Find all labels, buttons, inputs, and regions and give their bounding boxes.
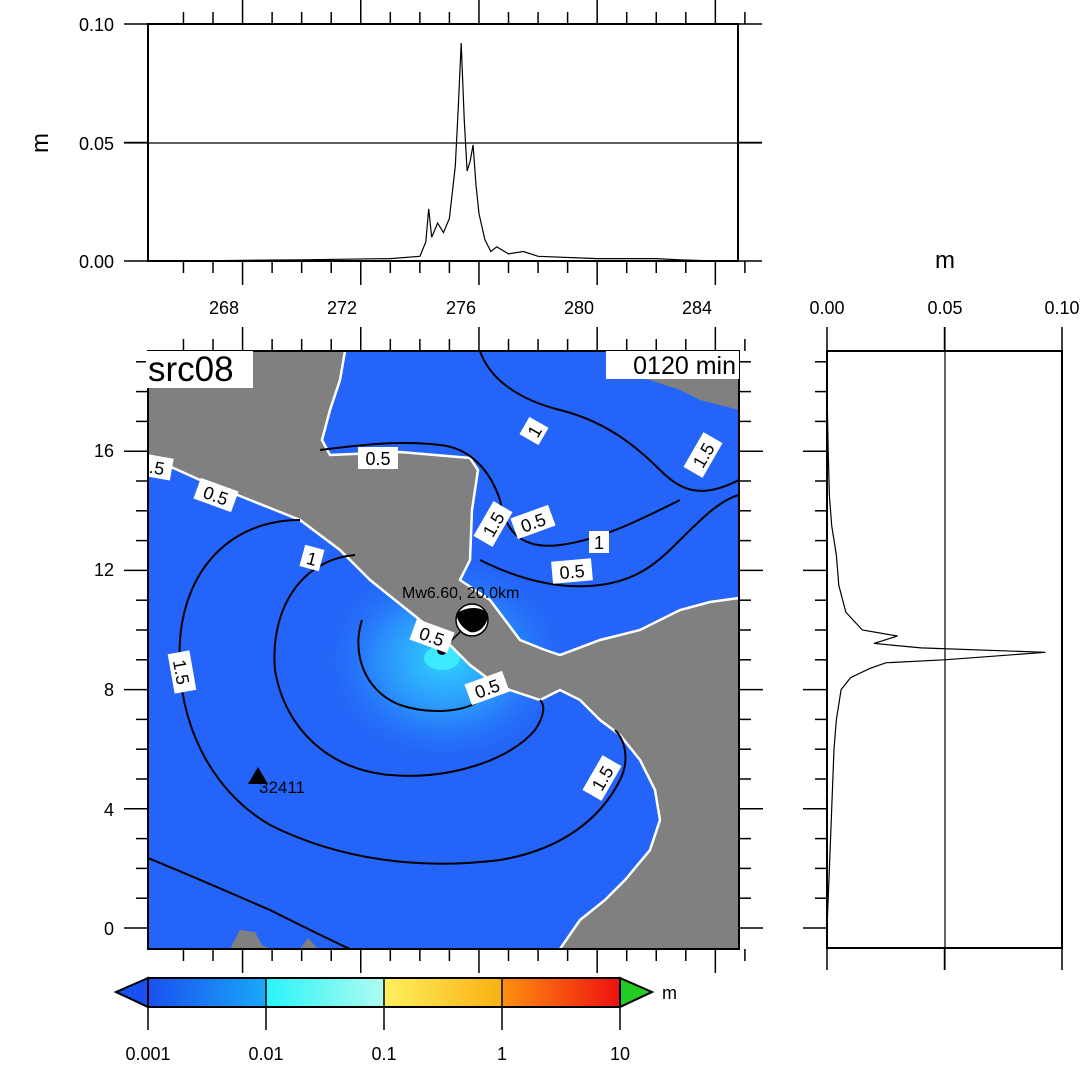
contour-label: 1.5 bbox=[582, 755, 622, 801]
top-y-tick-label-2: 0.10 bbox=[79, 15, 114, 35]
contour-label-text: 0.5 bbox=[559, 561, 586, 583]
contour-label-text: .5 bbox=[148, 457, 166, 479]
contour-label-box bbox=[473, 501, 513, 547]
colorbar-tick-label-2: 0.1 bbox=[371, 1044, 396, 1064]
contour-caribbean-1 bbox=[479, 351, 739, 492]
map-title-box bbox=[146, 351, 253, 388]
contour-label-box bbox=[193, 477, 239, 513]
lat-tick-label-3: 12 bbox=[94, 560, 114, 580]
right-x-tick-label-2: 0.10 bbox=[1044, 298, 1079, 318]
contour-label-box bbox=[519, 416, 549, 446]
right-x-unit-label: m bbox=[935, 247, 955, 274]
colorbar-unit-label: m bbox=[662, 983, 677, 1003]
contour-label: 0.5 bbox=[551, 558, 593, 584]
top-x-tick-label-4: 284 bbox=[682, 298, 712, 318]
colorbar-segment-4 bbox=[502, 978, 620, 1007]
contour-label: 0.5 bbox=[510, 504, 556, 540]
contour-label-box bbox=[464, 670, 510, 706]
land-mexico bbox=[148, 351, 739, 949]
lat-tick-label-4: 16 bbox=[94, 441, 114, 461]
contour-label-box bbox=[683, 432, 723, 478]
contour-0.5 bbox=[357, 619, 481, 713]
map-frame bbox=[147, 350, 740, 950]
right-profile-curve bbox=[826, 391, 1046, 929]
contour-label-text: 1 bbox=[304, 548, 319, 570]
lat-tick-label-1: 4 bbox=[104, 800, 114, 820]
contour-label: 1 bbox=[589, 531, 609, 553]
map-title: src08 bbox=[148, 350, 234, 389]
top-y-tick-label-1: 0.05 bbox=[79, 134, 114, 154]
land-islands bbox=[230, 930, 318, 949]
contour-label-box bbox=[589, 531, 609, 553]
colorbar-segment-1 bbox=[148, 978, 266, 1007]
lat-tick-label-2: 8 bbox=[104, 680, 114, 700]
top-x-tick-label-3: 280 bbox=[564, 298, 594, 318]
colorbar-segment-2 bbox=[266, 978, 384, 1007]
station-label: 32411 bbox=[259, 778, 305, 797]
colorbar-segment-3 bbox=[384, 978, 502, 1007]
contour-label: 1.5 bbox=[167, 650, 197, 694]
contour-label-box bbox=[358, 447, 398, 469]
contour-label: 0.5 bbox=[358, 447, 398, 469]
contour-label-box bbox=[409, 618, 455, 654]
colorbar-over-arrow bbox=[619, 976, 655, 1009]
colorbar-tick-label-0: 0.001 bbox=[125, 1044, 170, 1064]
coastline-caribbean bbox=[320, 351, 739, 657]
map-ticks bbox=[124, 327, 763, 973]
right-x-tick-label-1: 0.05 bbox=[927, 298, 962, 318]
top-x-tick-label-0: 268 bbox=[209, 298, 239, 318]
top-y-tick-label-0: 0.00 bbox=[79, 252, 114, 272]
map-panel: 32411 Mw6.60, 20.0km 11.50.5.50.511.51.5… bbox=[94, 327, 763, 973]
right-profile-ticks bbox=[803, 327, 1063, 970]
colorbar-under-arrow bbox=[113, 976, 149, 1009]
near-field-core bbox=[424, 646, 460, 670]
time-label-box bbox=[606, 351, 739, 379]
contour-label-box bbox=[167, 650, 197, 694]
contour-label-text: 0.5 bbox=[365, 449, 390, 469]
station-marker bbox=[248, 767, 268, 784]
top-x-tick-label-1: 272 bbox=[327, 298, 357, 318]
contour-1.5 bbox=[178, 519, 627, 865]
contour-label-box bbox=[299, 544, 325, 572]
contour-caribbean-0.5 bbox=[479, 494, 739, 588]
contour-label-text: 1.5 bbox=[169, 658, 193, 686]
focal-mechanism-beachball bbox=[455, 603, 489, 637]
contour-label-box bbox=[551, 558, 593, 584]
top-y-unit-label: m bbox=[27, 133, 54, 153]
contour-outer bbox=[148, 857, 351, 949]
contour-1 bbox=[273, 554, 545, 777]
colorbar-tick-label-3: 1 bbox=[497, 1044, 507, 1064]
contour-label-text: 1 bbox=[594, 533, 604, 553]
top-x-tick-label-2: 276 bbox=[446, 298, 476, 318]
top-profile-curve bbox=[183, 42, 716, 262]
top-profile-panel: 0.00 0.05 0.10 m 268 272 276 280 284 bbox=[27, 0, 762, 318]
contour-label-box bbox=[510, 504, 556, 540]
contour-label: 1 bbox=[299, 544, 325, 572]
lat-tick-label-0: 0 bbox=[104, 919, 114, 939]
colorbar-tick-label-4: 10 bbox=[610, 1044, 630, 1064]
top-profile-ticks bbox=[124, 0, 762, 285]
colorbar: 0.001 0.01 0.1 1 10 m bbox=[113, 976, 677, 1064]
colorbar-tick-label-1: 0.01 bbox=[248, 1044, 283, 1064]
coastline-pacific bbox=[148, 456, 662, 949]
right-x-tick-label-0: 0.00 bbox=[809, 298, 844, 318]
right-profile-panel: m 0.00 0.05 0.10 bbox=[803, 247, 1080, 970]
contour-label: 1 bbox=[519, 416, 549, 446]
epicenter-label: Mw6.60, 20.0km bbox=[402, 585, 519, 602]
time-label: 0120 min bbox=[633, 352, 736, 380]
contour-labels: 11.50.5.50.511.51.50.510.51.50.50.5 bbox=[148, 416, 723, 801]
contour-label-box bbox=[582, 755, 622, 801]
